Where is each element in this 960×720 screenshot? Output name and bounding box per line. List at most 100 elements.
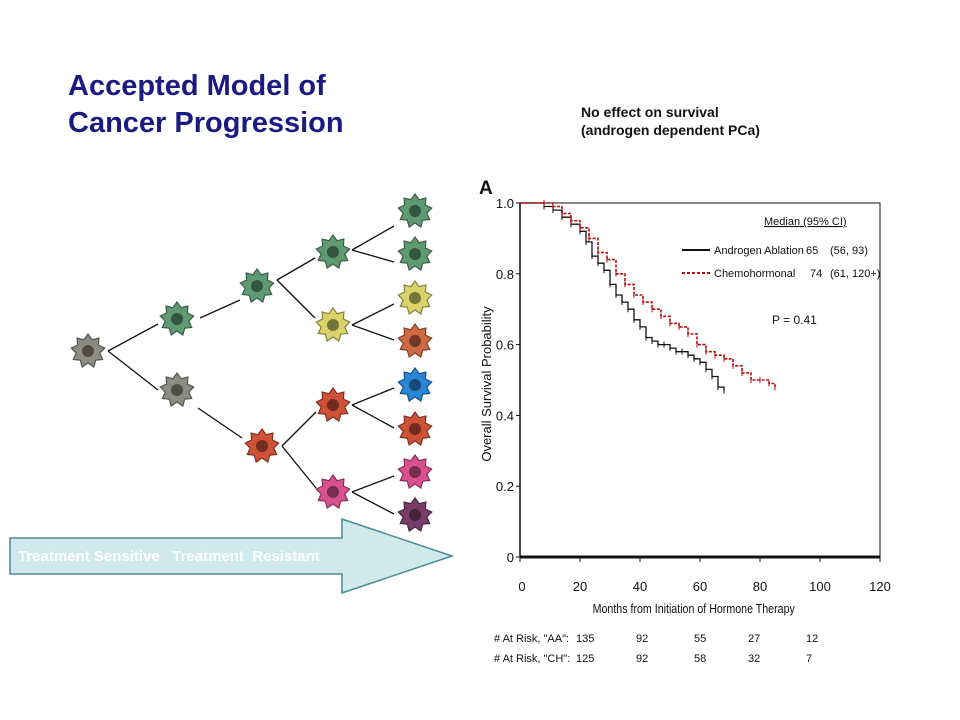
cell-icon (315, 233, 351, 269)
cell-nucleus (409, 423, 421, 435)
cell-nucleus (256, 440, 268, 452)
cell-icon (159, 300, 195, 336)
at-risk-table: # At Risk, "AA": 135 92 55 27 12 # At Risk, "C… (494, 633, 818, 665)
tree-cells (70, 192, 433, 532)
cell-nucleus (409, 335, 421, 347)
x-tick-label: 20 (573, 579, 587, 594)
tree-connector (107, 323, 159, 352)
x-axis-label: Months from Initiation of Hormone Therap… (593, 601, 795, 616)
tree-connector (351, 324, 395, 341)
cell-nucleus (409, 379, 421, 391)
treatment-arrow-shape (9, 517, 455, 595)
cell-nucleus (171, 384, 183, 396)
survival-curves (520, 200, 776, 394)
survival-curve-ch (520, 202, 776, 388)
cell-nucleus (251, 280, 263, 292)
cell-nucleus (327, 319, 339, 331)
tree-connector (351, 387, 395, 406)
cell-icon (244, 427, 280, 463)
legend-title: Median (95% CI) (764, 216, 847, 228)
cell-nucleus (409, 248, 421, 260)
at-risk-value: 135 (576, 633, 594, 645)
slide-title: Accepted Model of Cancer Progression (68, 68, 344, 142)
at-risk-value: 58 (694, 653, 706, 665)
legend-median-aa: 65 (806, 245, 818, 257)
slide-title-line-2: Cancer Progression (68, 107, 344, 139)
subtitle-line-1: No effect on survival (581, 104, 719, 120)
legend-ci-ch: (61, 120+) (830, 268, 880, 280)
cell-nucleus (327, 246, 339, 258)
cell-icon (397, 366, 433, 402)
cell-icon (239, 267, 275, 303)
y-tick-label: 0.2 (496, 479, 514, 494)
y-tick-label: 0.6 (496, 338, 514, 353)
legend-label-ch: Chemohormonal (714, 268, 795, 280)
cell-nucleus (409, 466, 421, 478)
at-risk-label: # At Risk, "AA": (494, 633, 569, 645)
cell-icon (397, 453, 433, 489)
x-tick-label: 0 (518, 579, 525, 594)
cell-icon (159, 371, 195, 407)
y-tick-label: 1.0 (496, 196, 514, 211)
tree-connector (197, 407, 243, 439)
y-axis-label: Overall Survival Probability (479, 306, 494, 462)
y-tick-label: 0.8 (496, 267, 514, 282)
treatment-arrow-label: Treatment Sensitive Treatment Resistant (18, 548, 320, 565)
tree-connector (107, 350, 159, 391)
tree-connector (351, 249, 395, 263)
at-risk-value: 12 (806, 633, 818, 645)
tree-connectors (107, 225, 395, 515)
tree-connector (351, 225, 395, 251)
cell-nucleus (171, 313, 183, 325)
x-tick-label: 120 (869, 579, 891, 594)
y-tick-label: 0.4 (496, 408, 514, 423)
treatment-arrow: Treatment Sensitive Treatment Resistant (9, 517, 455, 595)
cell-icon (397, 192, 433, 228)
slide-title-line-1: Accepted Model of (68, 70, 326, 102)
tree-connector (281, 445, 317, 489)
cell-icon (315, 386, 351, 422)
at-risk-value: 125 (576, 653, 594, 665)
tree-connector (276, 279, 316, 319)
chart-subtitle: No effect on survival (androgen dependen… (581, 103, 760, 139)
survival-curve-aa (520, 202, 725, 391)
legend-label-aa: Androgen Ablation (714, 245, 804, 257)
at-risk-value: 55 (694, 633, 706, 645)
x-tick-label: 40 (633, 579, 647, 594)
tree-connector (281, 411, 317, 447)
x-tick-label: 80 (753, 579, 767, 594)
y-ticks: 0 0.2 0.4 0.6 0.8 1.0 (496, 196, 520, 565)
cell-nucleus (409, 292, 421, 304)
cell-nucleus (82, 345, 94, 357)
cell-icon (70, 332, 106, 368)
tree-connector (351, 303, 395, 326)
tree-connector (199, 299, 241, 319)
tree-connector (276, 257, 316, 281)
p-value-annotation: P = 0.41 (772, 313, 817, 327)
panel-label: A (479, 178, 493, 199)
cell-icon (397, 496, 433, 532)
subtitle-line-2: (androgen dependent PCa) (581, 122, 760, 138)
x-ticks: 0 20 40 60 80 100 120 (518, 557, 891, 594)
plot-frame (519, 202, 881, 558)
tree-connector (351, 491, 395, 515)
x-tick-label: 100 (809, 579, 831, 594)
cell-icon (397, 235, 433, 271)
tree-connector (351, 404, 395, 429)
cell-icon (397, 322, 433, 358)
at-risk-value: 92 (636, 633, 648, 645)
cell-nucleus (327, 486, 339, 498)
y-tick-label: 0 (507, 550, 514, 565)
cell-icon (397, 410, 433, 446)
at-risk-value: 32 (748, 653, 760, 665)
legend-ci-aa: (56, 93) (830, 245, 868, 257)
cell-nucleus (409, 509, 421, 521)
legend-median-ch: 74 (810, 268, 822, 280)
tree-connector (351, 475, 395, 493)
cell-nucleus (327, 399, 339, 411)
at-risk-value: 27 (748, 633, 760, 645)
at-risk-label: # At Risk, "CH": (494, 653, 570, 665)
cell-icon (397, 279, 433, 315)
